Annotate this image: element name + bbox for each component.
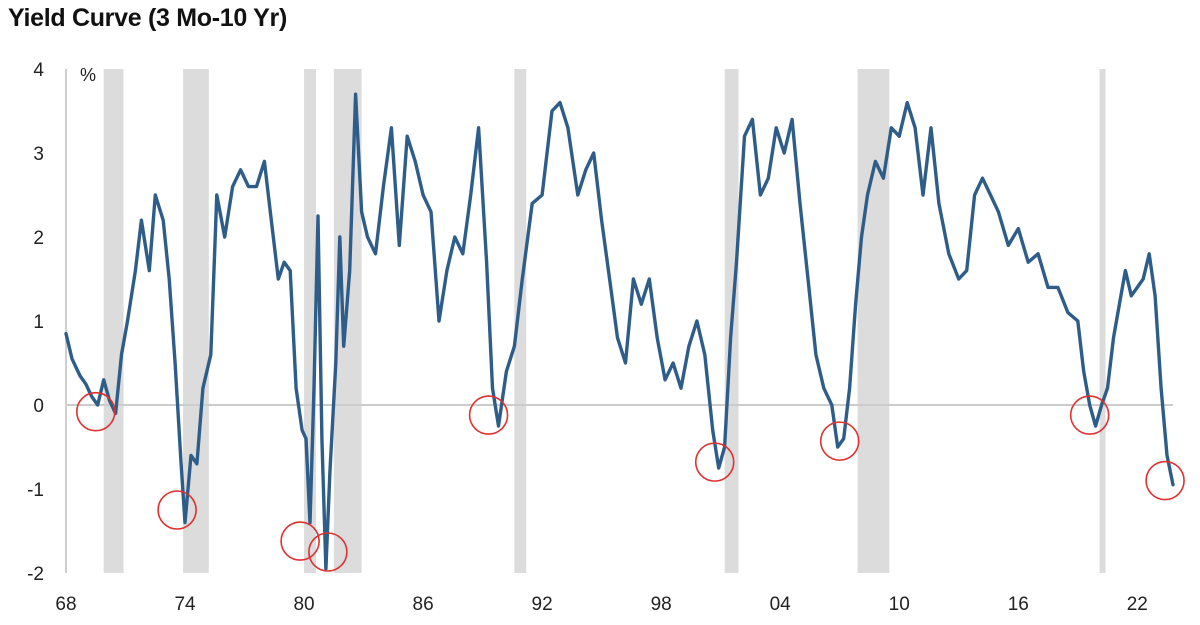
inversion-circle-6 — [694, 442, 735, 482]
inversion-circle-1 — [75, 391, 116, 432]
inversion-circles — [75, 391, 1185, 572]
y-tick-label: 3 — [33, 144, 44, 165]
recession-band-3 — [304, 69, 316, 573]
y-tick-label: 4 — [33, 60, 44, 81]
recession-band-8 — [1099, 69, 1106, 573]
y-tick-label: -2 — [27, 564, 44, 585]
yield-spread-line — [64, 92, 1175, 571]
x-tick-label: 22 — [1127, 594, 1148, 615]
inversion-circle-3 — [280, 521, 320, 561]
y-unit-label: % — [80, 65, 96, 85]
recession-band-5 — [514, 69, 527, 573]
chart-title: Yield Curve (3 Mo-10 Yr) — [8, 4, 287, 32]
inversion-circle-2 — [157, 490, 197, 530]
x-tick-label: 68 — [55, 594, 76, 615]
x-tick-label: 80 — [293, 594, 314, 615]
y-tick-label: -1 — [27, 480, 44, 501]
x-tick-label: 10 — [889, 594, 910, 615]
x-tick-label: 86 — [413, 594, 434, 615]
recession-bands — [103, 69, 1106, 573]
series-line-group — [64, 92, 1175, 571]
inversion-circle-7 — [819, 421, 860, 461]
y-tick-label: 2 — [33, 228, 44, 249]
recession-band-7 — [857, 69, 890, 573]
inversion-circle-8 — [1069, 395, 1110, 435]
x-tick-label: 98 — [651, 594, 672, 615]
y-tick-label: 0 — [33, 396, 44, 417]
inversion-circle-9 — [1145, 460, 1185, 501]
inversion-circle-5 — [468, 395, 509, 435]
recession-band-1 — [103, 69, 124, 573]
x-tick-label: 92 — [532, 594, 553, 615]
x-tick-label: 04 — [770, 594, 792, 615]
x-tick-label: 74 — [174, 594, 196, 615]
y-tick-label: 1 — [33, 312, 44, 333]
inversion-circle-4 — [308, 532, 348, 572]
x-tick-label: 16 — [1008, 594, 1029, 615]
